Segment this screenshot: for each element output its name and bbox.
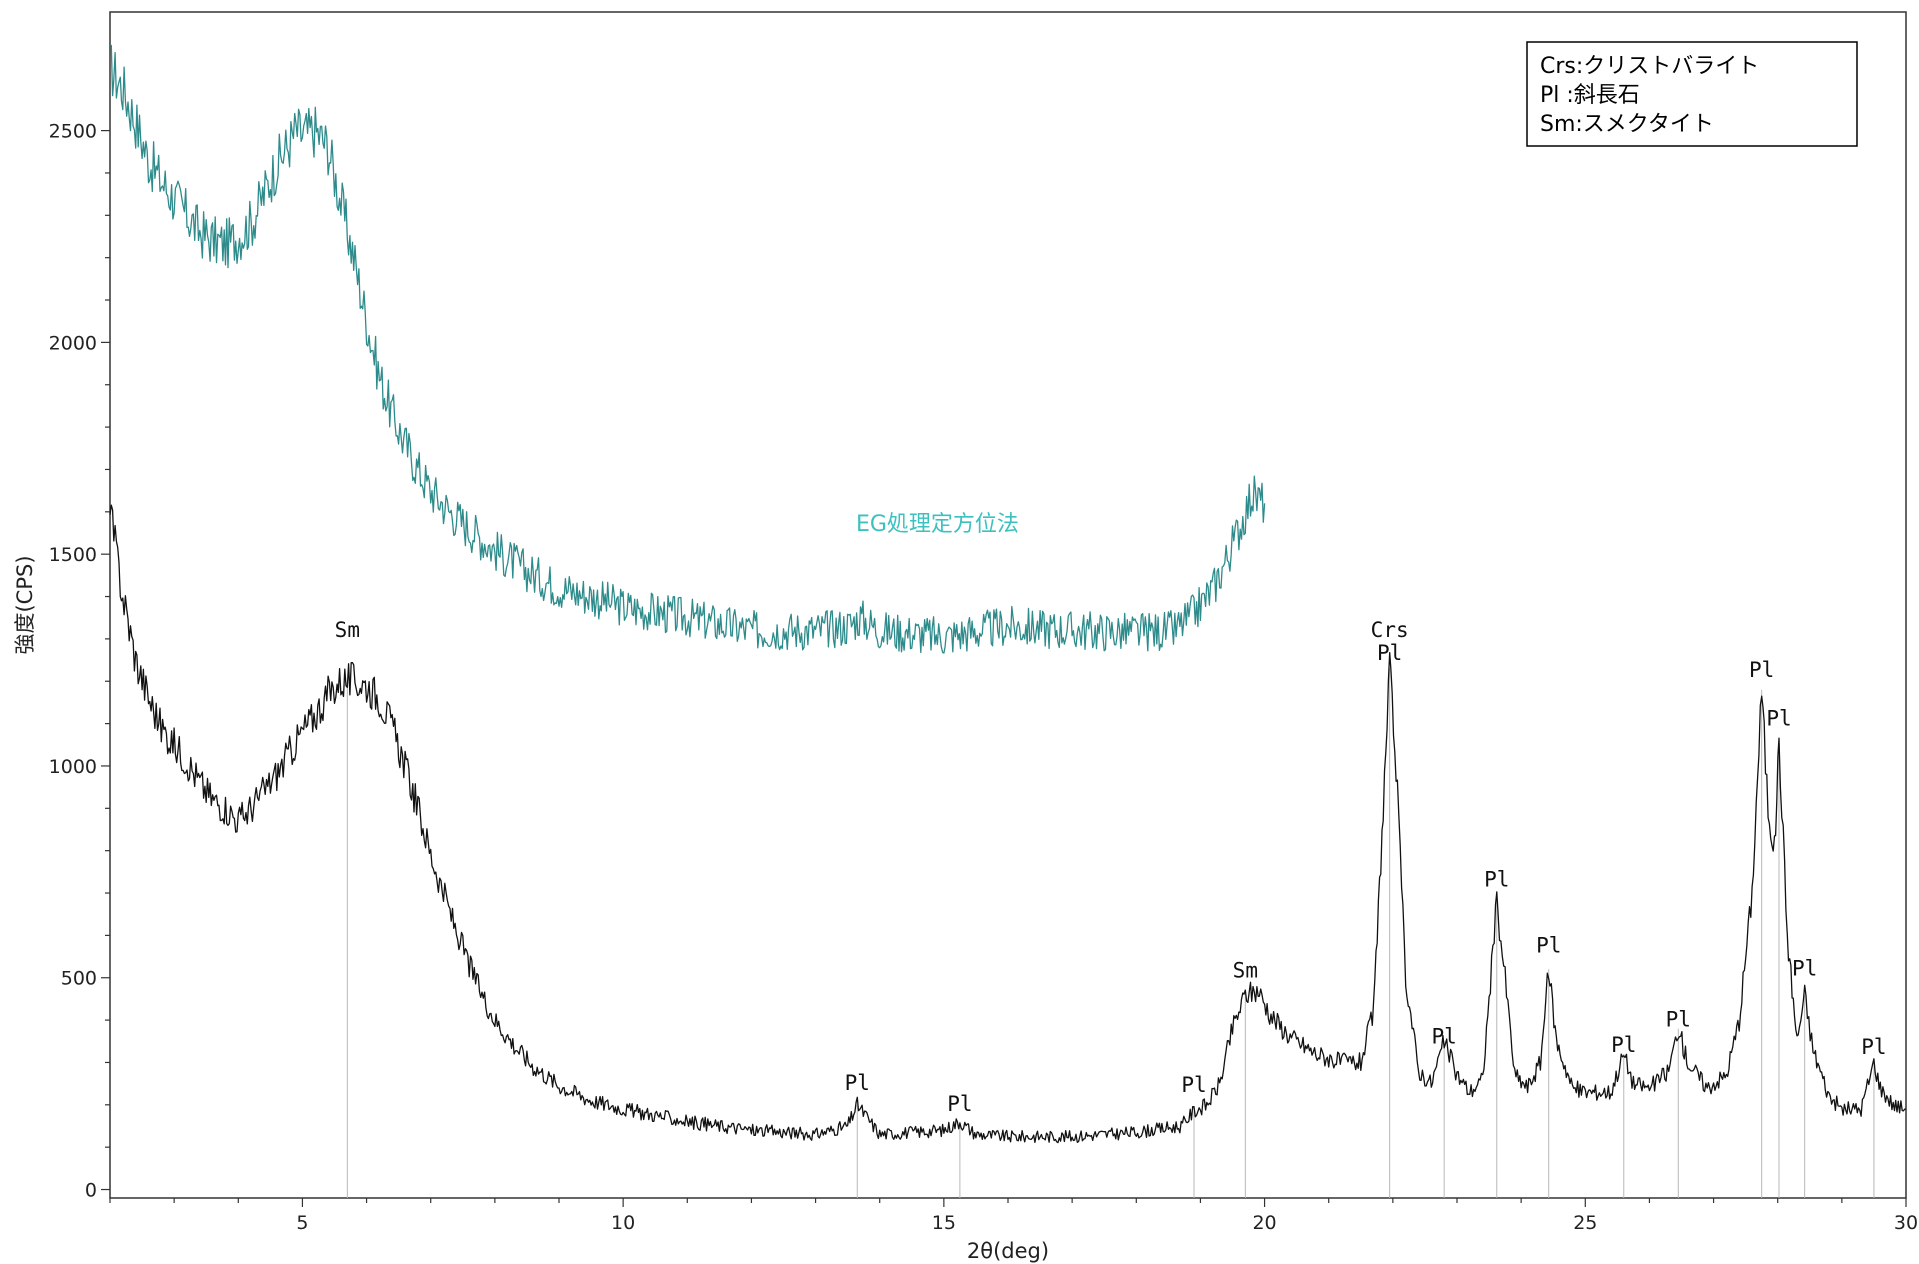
x-tick-label: 10 (611, 1212, 635, 1234)
legend: Crs:クリストバライト Pl :斜長石 Sm:スメクタイト (1526, 41, 1858, 147)
series-label-eg: EG処理定方位法 (856, 512, 1019, 537)
peak-label-pl: Pl (1611, 1033, 1636, 1057)
x-axis: 5 10 15 20 25 30 (109, 1198, 1918, 1234)
peak-label-pl: Pl (1432, 1024, 1457, 1048)
x-tick-label: 30 (1894, 1212, 1918, 1234)
peak-label-pl: Pl (1377, 641, 1402, 665)
legend-entry-crs: Crs:クリストバライト (1540, 54, 1759, 79)
peak-label-pl: Pl (1536, 933, 1561, 957)
x-axis-title: 2θ(deg) (967, 1239, 1049, 1263)
peak-label-pl: Pl (1181, 1073, 1206, 1097)
series-line-1 (109, 504, 1907, 1144)
legend-box (1526, 41, 1858, 147)
peak-label-crs: Crs (1371, 618, 1409, 642)
peak-label-sm: Sm (1233, 959, 1258, 983)
peak-label-pl: Pl (1861, 1035, 1886, 1059)
peak-label-pl: Pl (845, 1071, 870, 1095)
peak-label-pl: Pl (1484, 868, 1509, 892)
x-tick-label: 20 (1252, 1212, 1276, 1234)
x-tick-label: 5 (296, 1212, 308, 1234)
plot-frame (109, 11, 1907, 1199)
y-tick-label: 0 (85, 1180, 97, 1202)
peak-reference-lines (346, 668, 1875, 1198)
peak-label-pl: Pl (947, 1092, 972, 1116)
legend-entry-pl: Pl :斜長石 (1540, 83, 1640, 108)
y-tick-label: 2000 (49, 332, 97, 354)
y-tick-label: 1000 (49, 756, 97, 778)
y-tick-label: 2500 (49, 121, 97, 143)
y-tick-label: 1500 (49, 544, 97, 566)
y-tick-label: 500 (61, 968, 97, 990)
series-line-0 (109, 44, 1266, 654)
peak-label-pl: Pl (1666, 1007, 1691, 1031)
x-tick-label: 25 (1573, 1212, 1597, 1234)
series-layer (109, 44, 1907, 1144)
legend-entry-sm: Sm:スメクタイト (1540, 112, 1714, 137)
x-tick-label: 15 (932, 1212, 956, 1234)
peak-label-pl: Pl (1749, 658, 1774, 682)
y-axis: 0 500 1000 1500 2000 2500 (49, 121, 110, 1202)
y-axis-title: 強度(CPS) (13, 555, 37, 654)
peak-label-sm: Sm (335, 618, 360, 642)
peak-label-pl: Pl (1766, 707, 1791, 731)
peak-label-pl: Pl (1792, 957, 1817, 981)
